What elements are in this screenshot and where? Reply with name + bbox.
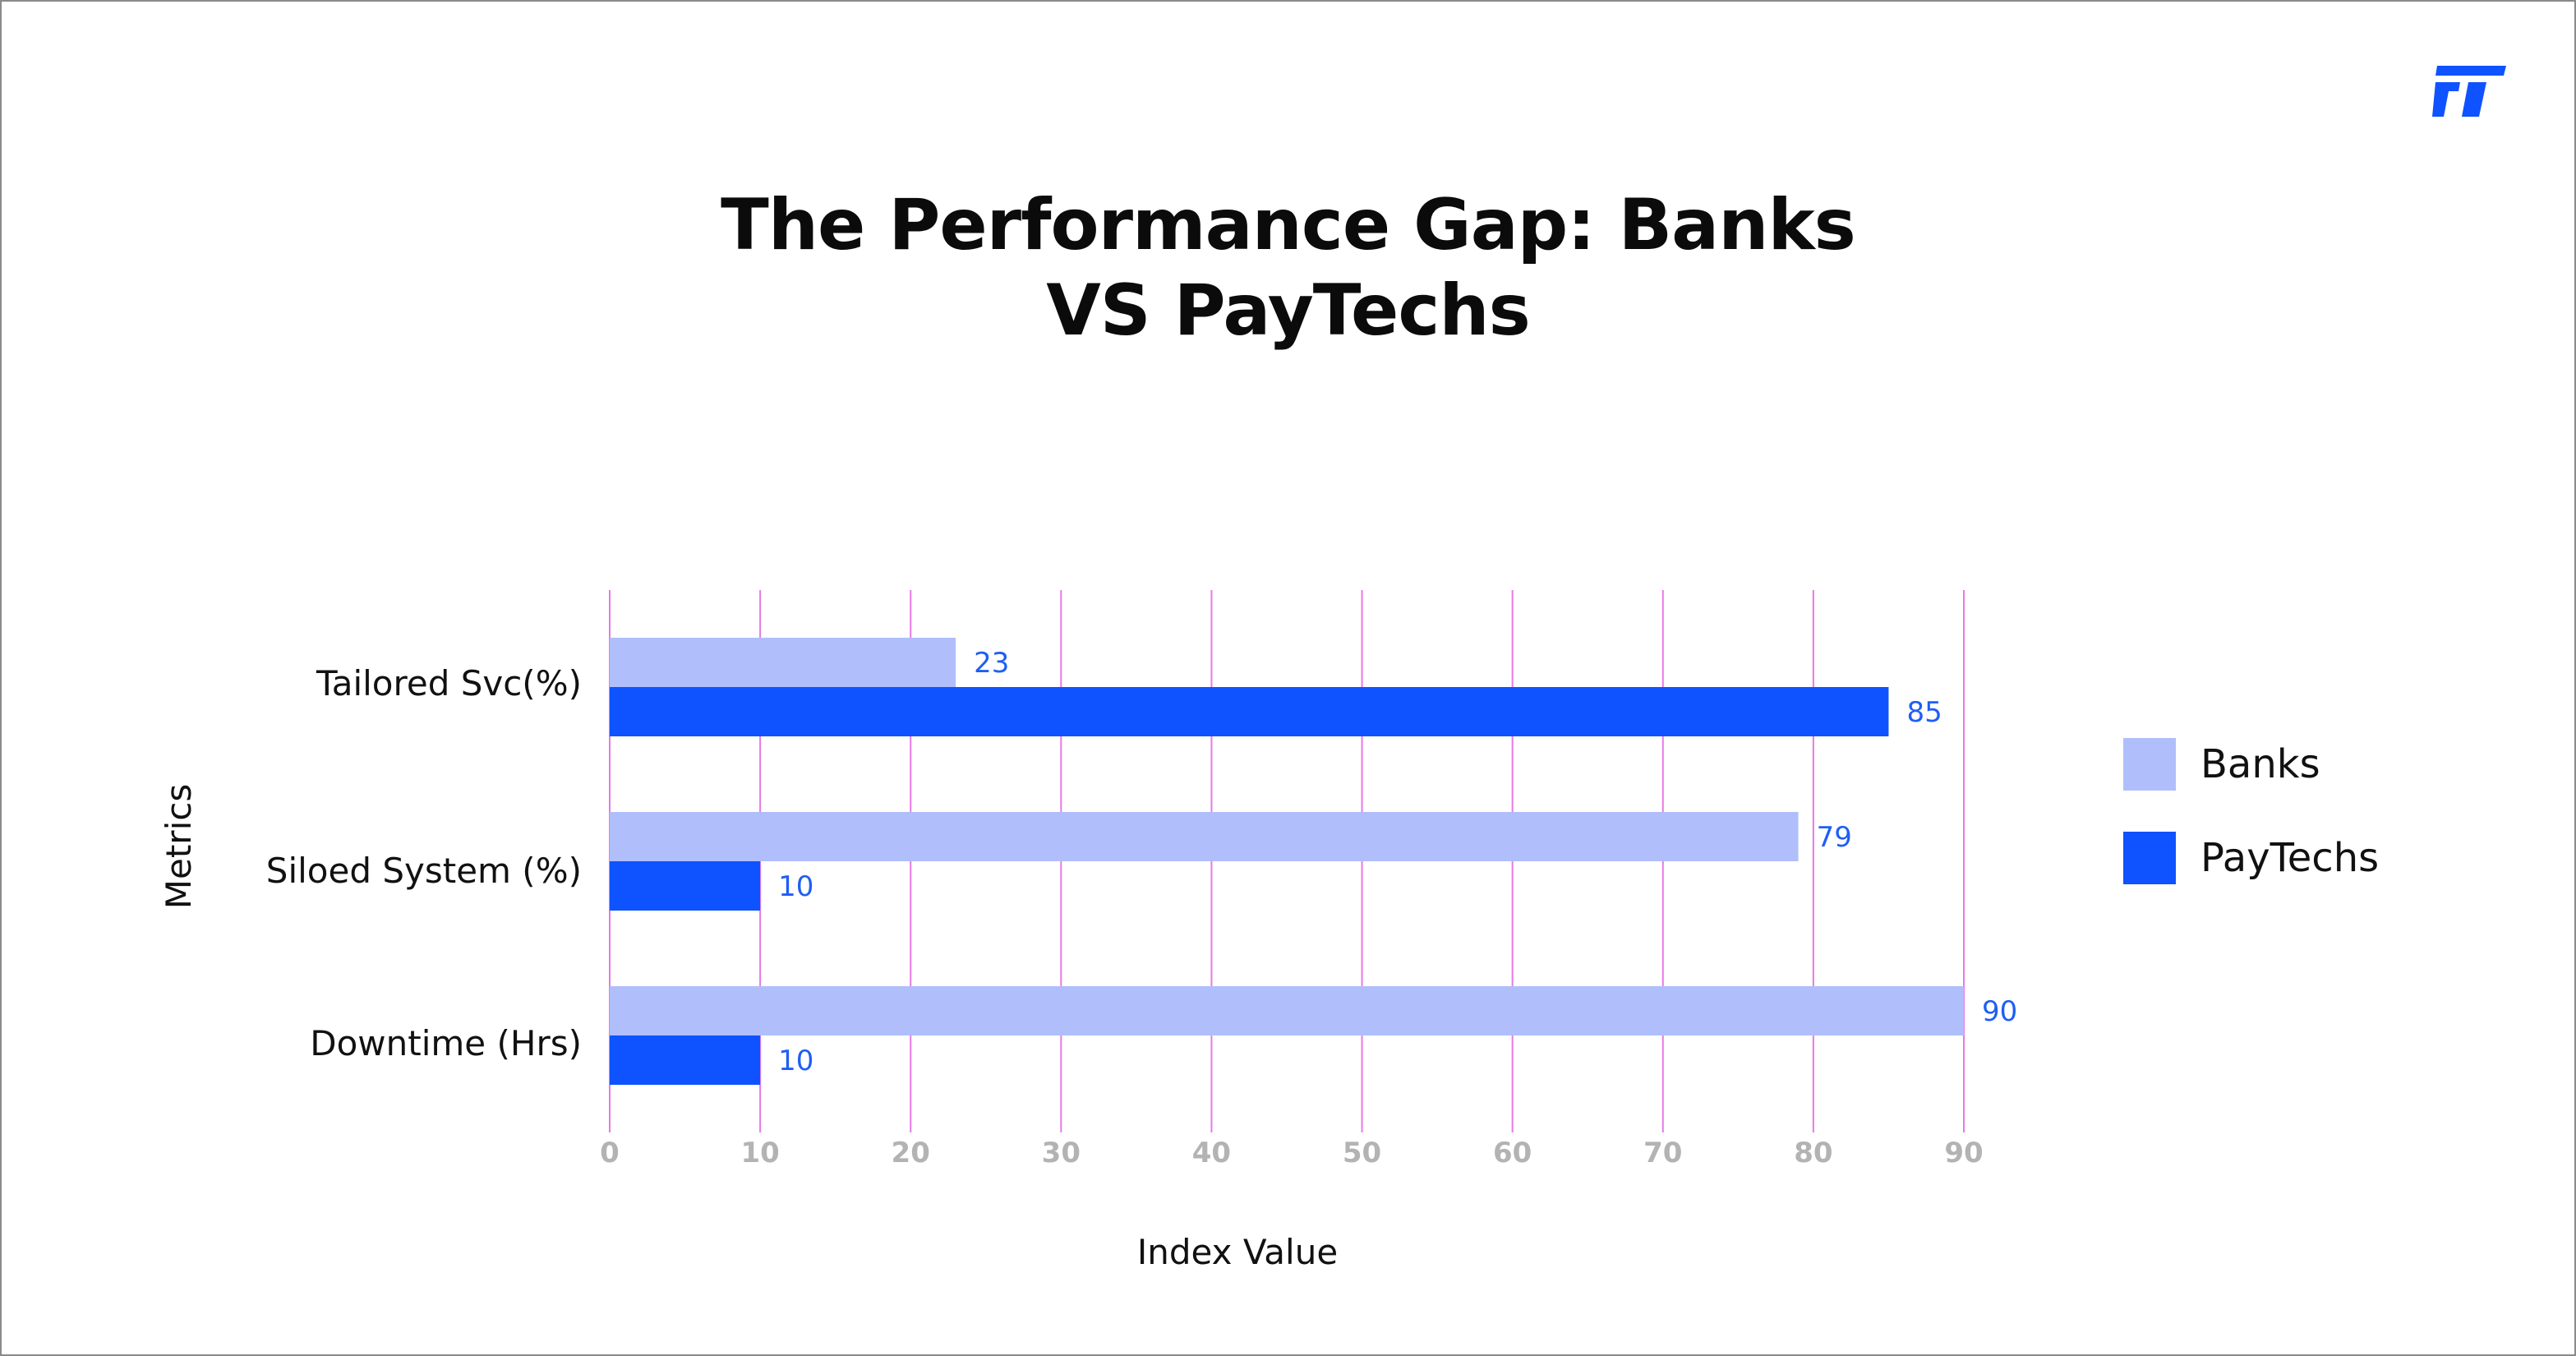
value-label-paytechs-0: 85 bbox=[1906, 696, 1942, 729]
legend: Banks PayTechs bbox=[2123, 738, 2379, 925]
x-tick-label-70: 70 bbox=[1643, 1137, 1682, 1169]
bar-paytechs-0 bbox=[610, 687, 1889, 736]
legend-label-paytechs: PayTechs bbox=[2200, 835, 2380, 881]
bar-banks-0 bbox=[610, 638, 956, 687]
bar-paytechs-1 bbox=[610, 861, 761, 911]
x-tick-label-30: 30 bbox=[1042, 1137, 1081, 1169]
x-tick-label-20: 20 bbox=[892, 1137, 930, 1169]
value-label-paytechs-1: 10 bbox=[778, 870, 813, 903]
x-tick-label-0: 0 bbox=[600, 1137, 620, 1169]
y-axis-title: Metrics bbox=[159, 784, 199, 909]
x-tick-label-90: 90 bbox=[1944, 1137, 1983, 1169]
y-category-label-1: Siloed System (%) bbox=[266, 851, 582, 891]
value-label-banks-0: 23 bbox=[974, 647, 1009, 680]
value-label-banks-2: 90 bbox=[1982, 995, 2017, 1028]
x-tick-label-60: 60 bbox=[1493, 1137, 1532, 1169]
bar-banks-1 bbox=[610, 812, 1799, 861]
chart-title: The Performance Gap: Banks VS PayTechs bbox=[0, 182, 2576, 353]
x-tick-label-40: 40 bbox=[1192, 1137, 1231, 1169]
title-line-1: The Performance Gap: Banks bbox=[721, 184, 1856, 266]
labels: 0 10 20 30 40 50 60 70 80 90 Tailored Svc(%) 23 85 Si… bbox=[266, 647, 2017, 1169]
y-category-label-0: Tailored Svc(%) bbox=[316, 663, 582, 703]
title-line-2: VS PayTechs bbox=[1046, 270, 1531, 352]
value-label-paytechs-2: 10 bbox=[778, 1045, 813, 1077]
legend-label-banks: Banks bbox=[2200, 741, 2320, 787]
x-axis-title: Index Value bbox=[1137, 1232, 1338, 1272]
bar-banks-2 bbox=[610, 986, 1964, 1035]
legend-item-paytechs: PayTechs bbox=[2123, 832, 2379, 884]
x-tick-label-80: 80 bbox=[1794, 1137, 1832, 1169]
value-label-banks-1: 79 bbox=[1817, 821, 1852, 854]
ft-logo-icon bbox=[2432, 66, 2506, 117]
bars bbox=[610, 638, 1964, 1085]
legend-item-banks: Banks bbox=[2123, 738, 2379, 791]
x-tick-label-50: 50 bbox=[1343, 1137, 1381, 1169]
legend-swatch-paytechs bbox=[2123, 832, 2176, 884]
x-tick-label-10: 10 bbox=[740, 1137, 779, 1169]
bar-paytechs-2 bbox=[610, 1035, 761, 1085]
y-category-label-2: Downtime (Hrs) bbox=[310, 1023, 582, 1063]
legend-swatch-banks bbox=[2123, 738, 2176, 791]
